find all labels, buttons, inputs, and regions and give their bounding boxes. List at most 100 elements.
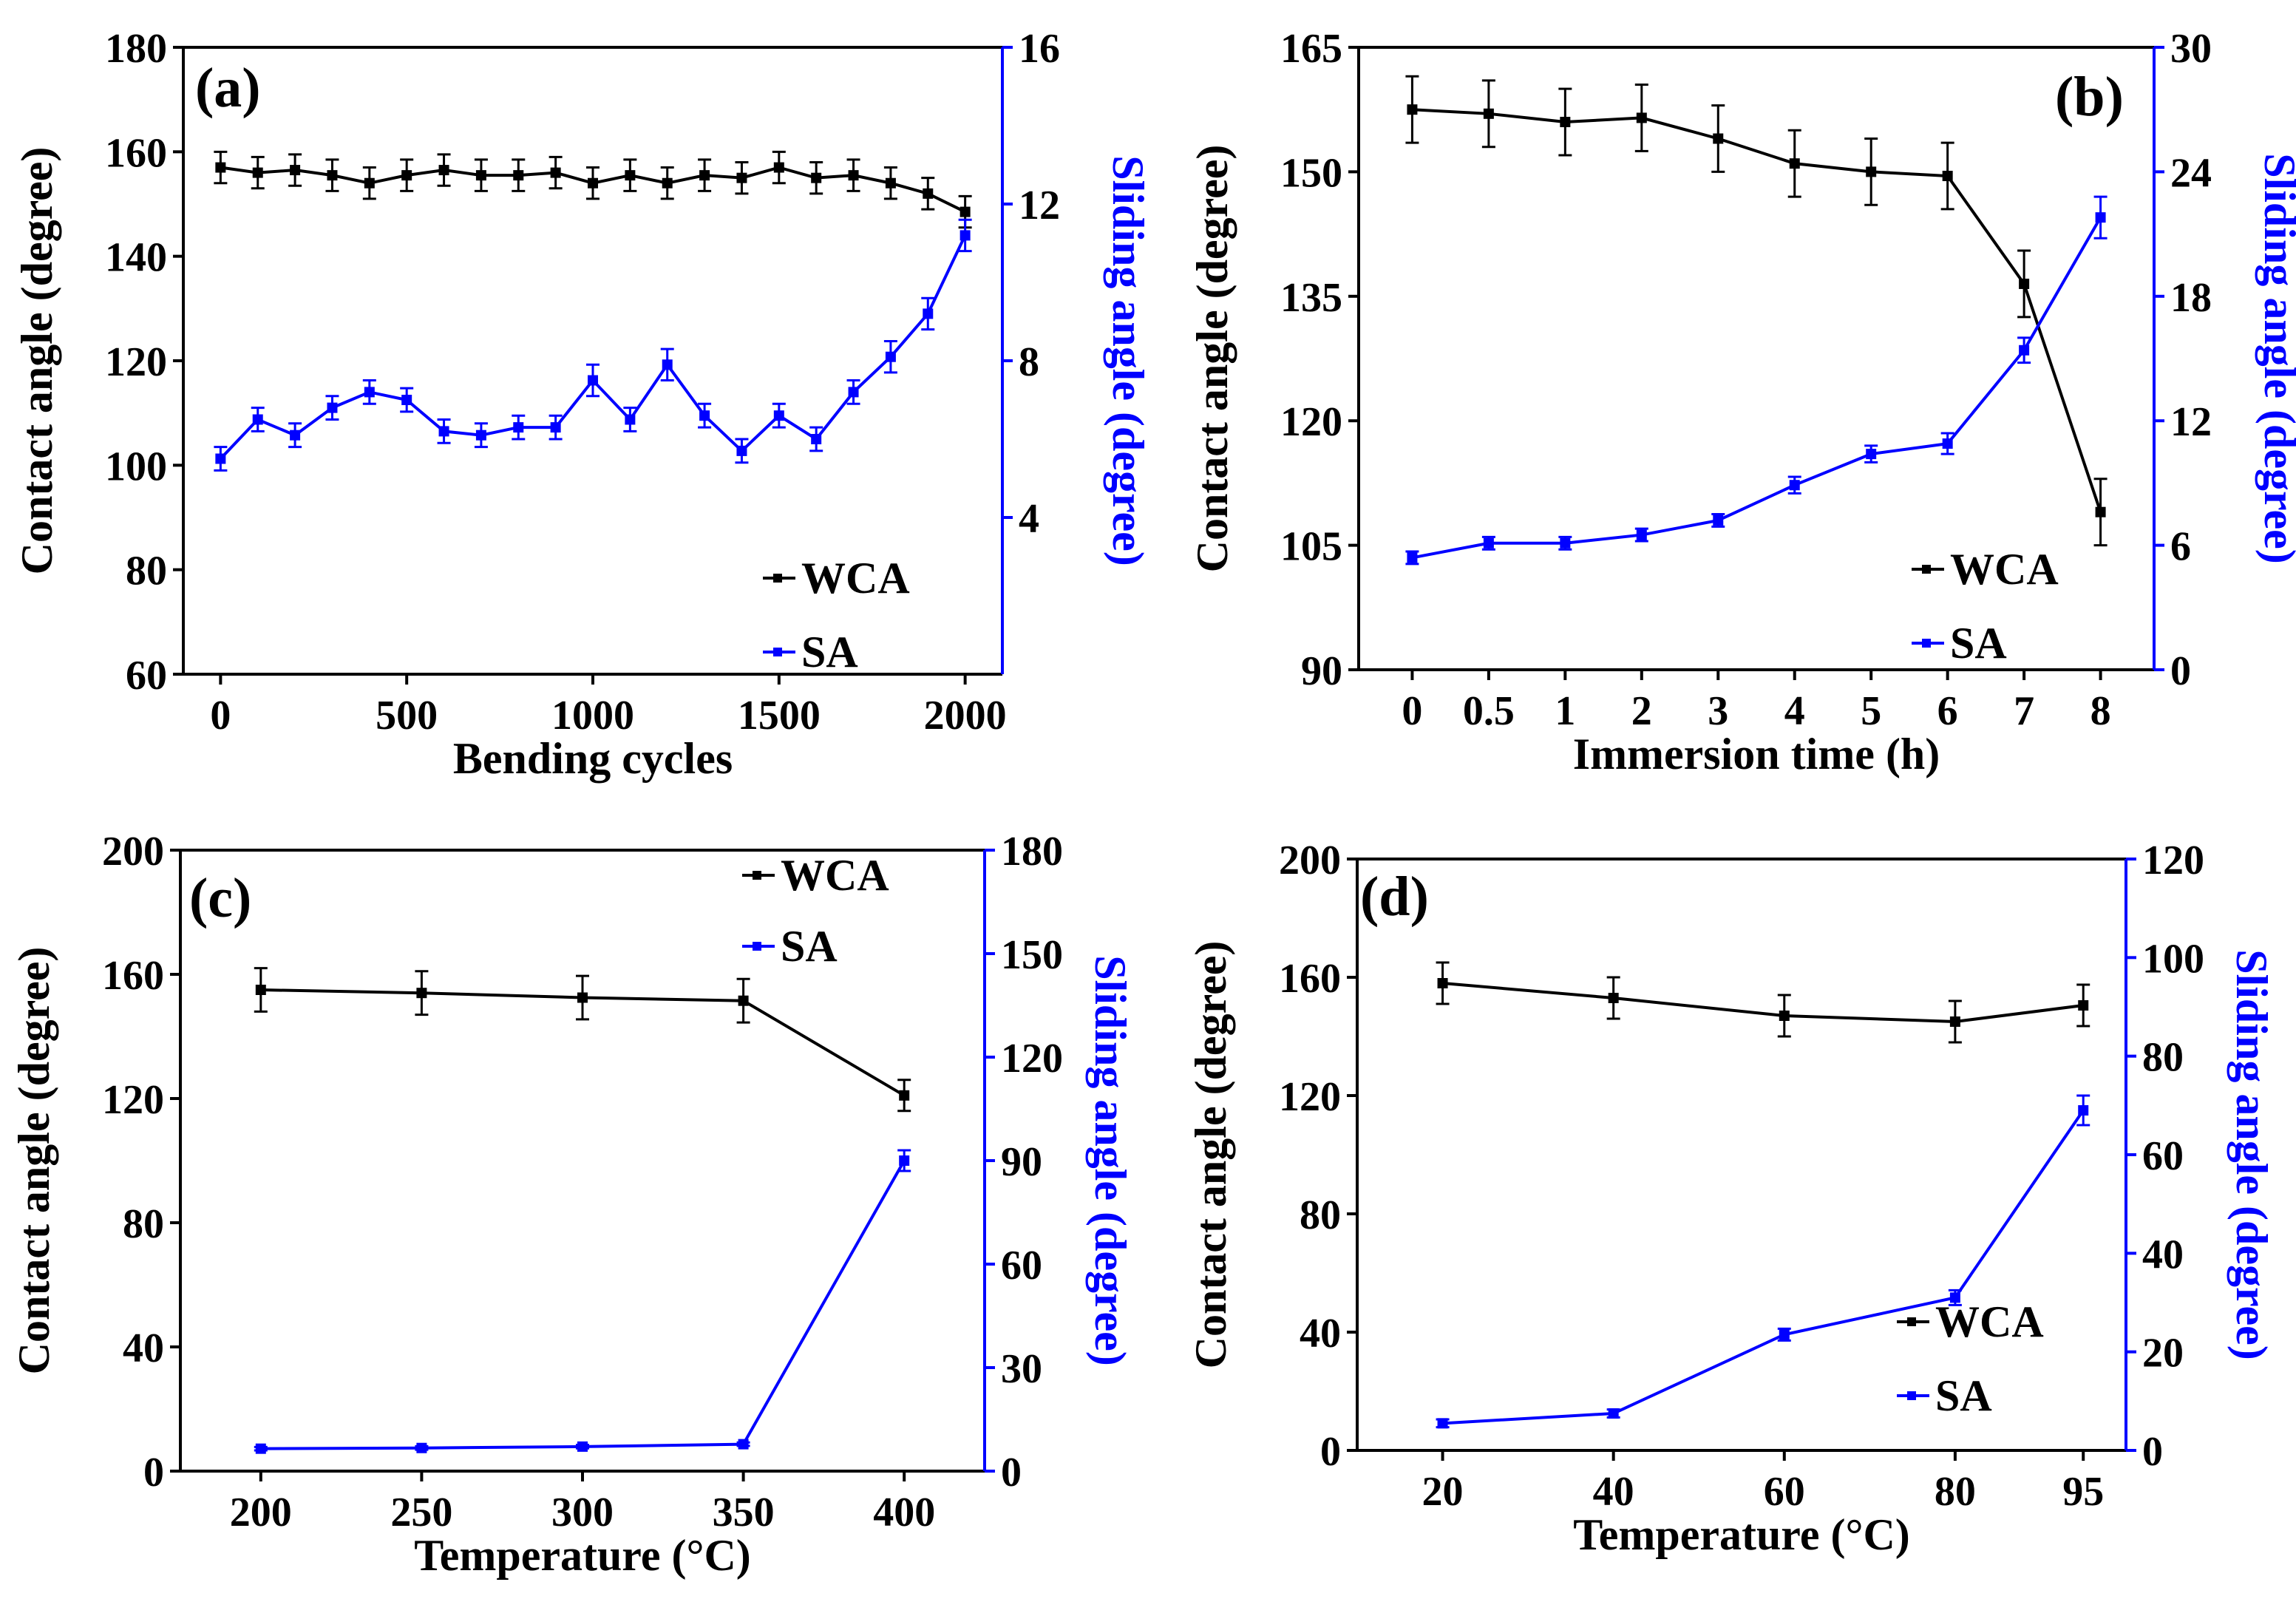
data-point [252,167,263,178]
y-tick-label: 160 [102,953,164,999]
data-point [215,162,226,173]
y-axis-title: Contact angle (degree) [10,947,58,1375]
y-tick-label: 40 [1300,1311,1341,1357]
y2-tick-label: 100 [2142,936,2204,982]
y-tick-label: 200 [102,829,164,875]
data-point [401,395,412,405]
y-tick-label: 105 [1280,524,1342,570]
x-tick-label: 350 [713,1490,775,1535]
legend-swatch-marker [753,942,761,951]
y2-tick-label: 120 [2142,838,2204,883]
legend-swatch-marker [1907,1317,1916,1326]
data-point [1779,1329,1790,1340]
data-point [899,1155,910,1166]
data-point [1713,133,1724,144]
legend-entry: SA [1935,1371,1992,1420]
data-point [1636,112,1647,123]
data-point [2078,1000,2089,1011]
data-point [773,410,784,421]
data-point [885,177,896,189]
data-point [513,422,524,433]
data-point [475,430,486,441]
x-tick-label: 250 [390,1490,452,1535]
series-sa [1436,1094,2090,1429]
series-wca [1405,75,2108,547]
data-point [2019,344,2030,356]
y-tick-label: 0 [1320,1429,1341,1475]
x-tick-label: 2 [1631,688,1652,734]
x-axis-title: Immersion time (h) [1573,730,1940,778]
legend-swatch-marker [753,871,761,880]
data-point [1866,166,1877,177]
data-point [736,445,747,456]
data-point [215,453,226,464]
y2-axis-title: Sliding angle (degree) [2227,949,2276,1360]
legend-swatch-marker [773,648,782,656]
y-tick-label: 135 [1280,275,1342,321]
legend-entry: SA [781,922,838,971]
y2-axis-title: Sliding angle (degree) [2255,153,2296,564]
y-axis-title: Contact angle (degree) [1188,145,1237,573]
x-tick-label: 5 [1861,688,1881,734]
y2-tick-label: 90 [1001,1139,1042,1185]
y2-tick-label: 24 [2170,150,2212,196]
y-tick-label: 140 [105,235,167,281]
x-tick-label: 0 [210,693,231,739]
series-line [1442,982,2084,1024]
data-point [577,992,588,1003]
x-tick-label: 0 [1402,688,1422,734]
x-axis-title: Temperature (°C) [1573,1510,1910,1559]
data-point [2078,1105,2089,1116]
series-sa [214,218,972,472]
legend-swatch-marker [773,574,782,583]
y-tick-label: 90 [1301,648,1342,694]
x-tick-label: 1000 [551,693,634,739]
y2-tick-label: 80 [2142,1035,2184,1081]
data-point [2095,506,2106,517]
data-point [1483,108,1494,119]
y2-tick-label: 120 [1001,1036,1063,1082]
y2-tick-label: 18 [2170,275,2212,321]
y2-axis-title: Sliding angle (degree) [1104,155,1152,566]
series-wca [1436,961,2090,1044]
y2-tick-label: 0 [2142,1429,2163,1475]
legend-entry: WCA [781,851,889,900]
y-tick-label: 165 [1280,26,1342,72]
data-point [1608,993,1619,1003]
y2-tick-label: 150 [1001,932,1063,978]
x-tick-label: 8 [2090,688,2111,734]
series-line [1412,217,2102,560]
y-tick-label: 80 [126,549,167,594]
data-point [588,177,598,189]
x-tick-label: 60 [1764,1469,1805,1515]
legend: WCA SA [763,554,910,676]
data-point [2019,278,2030,289]
series-line [260,1160,906,1450]
x-tick-label: 300 [551,1490,614,1535]
data-point [625,170,636,181]
data-point [960,206,971,217]
data-point [401,170,412,181]
data-point [662,359,673,370]
data-point [513,170,524,181]
x-tick-label: 200 [230,1490,292,1535]
legend-entry: SA [1950,619,2007,668]
data-point [738,995,749,1006]
data-point [550,167,561,178]
x-tick-label: 3 [1708,688,1728,734]
data-point [738,1439,749,1450]
data-point [1437,1418,1448,1429]
data-point [1789,480,1800,491]
data-point [290,430,301,441]
x-tick-label: 6 [1937,688,1958,734]
y2-tick-label: 0 [1001,1450,1022,1496]
data-point [1949,1016,1960,1027]
legend-swatch-marker [1922,639,1931,648]
data-point [255,985,266,995]
data-point [416,988,427,999]
data-point [2095,212,2106,223]
panel-c: 0 40 80 120 160 200 0 30 60 90 120 150 180 200 250 300 3… [10,829,1135,1580]
data-point [848,387,859,398]
y-tick-label: 80 [123,1201,164,1247]
data-point [1713,515,1724,526]
